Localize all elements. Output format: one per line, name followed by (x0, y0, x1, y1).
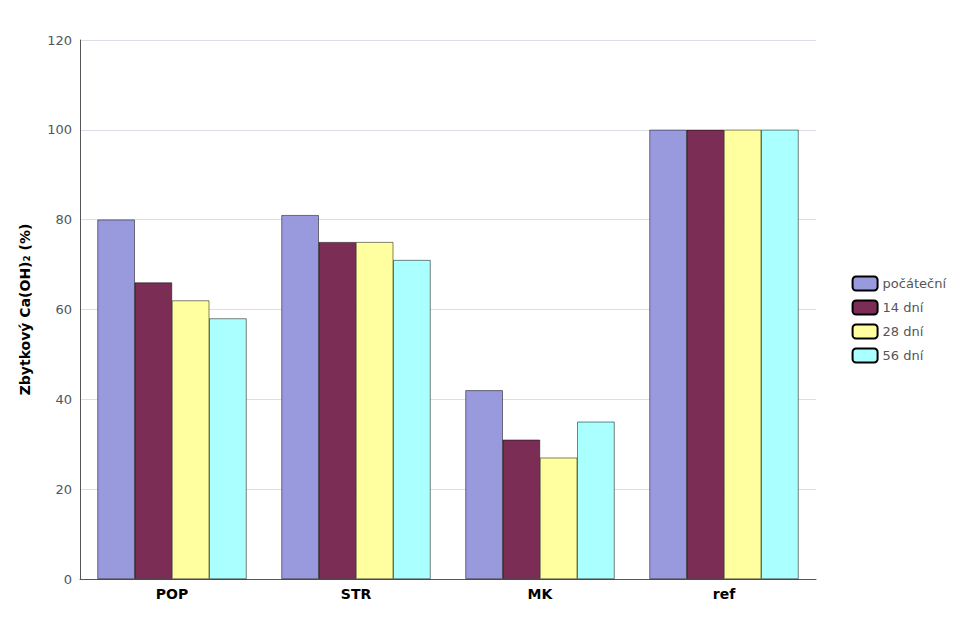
svg-text:ref: ref (713, 586, 736, 602)
svg-text:POP: POP (156, 586, 188, 602)
svg-text:MK: MK (528, 586, 554, 602)
svg-text:28 dní: 28 dní (883, 324, 924, 339)
svg-text:0: 0 (64, 572, 72, 587)
svg-text:100: 100 (47, 122, 72, 137)
svg-text:60: 60 (55, 302, 72, 317)
svg-text:počáteční: počáteční (883, 276, 947, 291)
svg-text:80: 80 (55, 212, 72, 227)
svg-text:120: 120 (47, 33, 72, 48)
svg-text:Zbytkový Ca(OH)₂ (%): Zbytkový Ca(OH)₂ (%) (17, 224, 33, 396)
svg-text:14 dní: 14 dní (883, 300, 924, 315)
svg-text:40: 40 (55, 392, 72, 407)
svg-text:56 dní: 56 dní (883, 348, 924, 363)
svg-text:20: 20 (55, 482, 72, 497)
svg-text:STR: STR (341, 586, 372, 602)
